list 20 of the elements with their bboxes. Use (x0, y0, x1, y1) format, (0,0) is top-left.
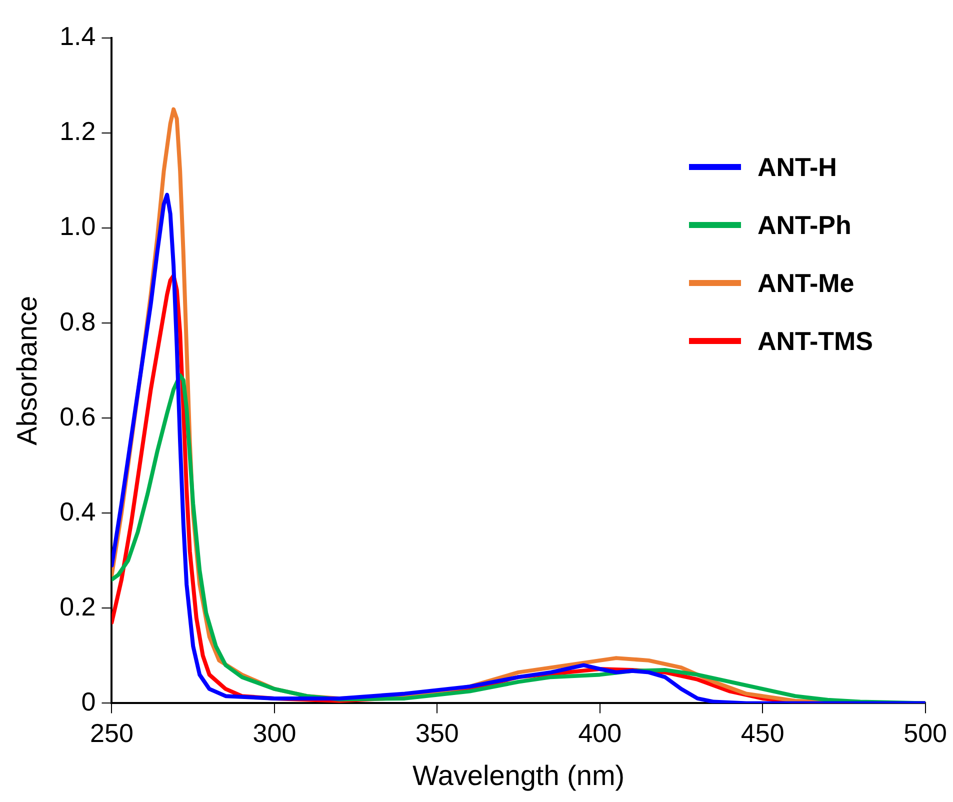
x-tick-label: 400 (578, 718, 622, 748)
y-tick-label: 0.2 (60, 591, 96, 622)
y-axis-title: Absorbance (12, 296, 43, 446)
x-tick-label: 250 (90, 718, 134, 748)
y-tick-label: 1.2 (60, 116, 96, 146)
legend-label: ANT-H (757, 152, 837, 182)
y-tick-label: 0.6 (60, 401, 96, 432)
y-tick-label: 0.8 (60, 306, 96, 336)
y-tick-label: 0.4 (60, 496, 96, 526)
y-tick-label: 1.4 (60, 21, 96, 52)
legend-label: ANT-Me (757, 268, 854, 298)
x-tick-label: 500 (904, 718, 948, 748)
x-tick-label: 300 (252, 718, 296, 748)
legend-label: ANT-Ph (757, 210, 852, 240)
x-axis-title: Wavelength (nm) (412, 760, 625, 791)
x-tick-label: 350 (415, 718, 459, 748)
y-tick-label: 1.0 (60, 211, 96, 242)
y-tick-label: 0 (81, 686, 96, 716)
x-tick-label: 450 (740, 718, 784, 748)
legend-label: ANT-TMS (757, 326, 873, 356)
